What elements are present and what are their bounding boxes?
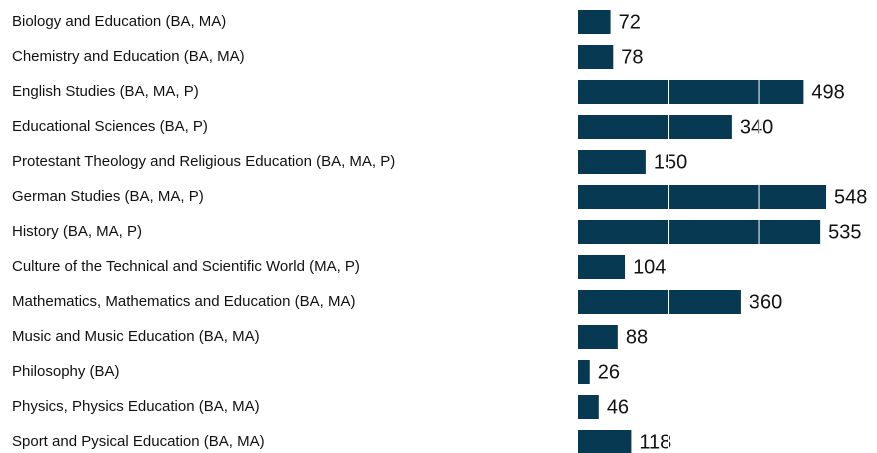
value-label: 360 <box>749 291 782 313</box>
bar <box>578 10 611 34</box>
value-label: 26 <box>598 361 620 383</box>
category-label: Philosophy (BA) <box>12 363 120 380</box>
value-label: 498 <box>811 81 844 103</box>
bar <box>578 430 632 453</box>
value-label: 340 <box>740 116 773 138</box>
value-label: 150 <box>654 151 687 173</box>
bar <box>578 80 804 104</box>
category-label: English Studies (BA, MA, P) <box>12 83 199 100</box>
bar <box>578 255 626 279</box>
bar <box>578 45 614 69</box>
value-label: 118 <box>639 431 671 453</box>
bar <box>578 185 827 209</box>
category-label: Protestant Theology and Religious Educat… <box>12 153 395 170</box>
value-label: 548 <box>834 186 867 208</box>
bar <box>578 220 821 244</box>
value-label: 104 <box>633 256 666 278</box>
bar <box>578 290 741 314</box>
category-label: Mathematics, Mathematics and Education (… <box>12 293 355 310</box>
bar <box>578 395 599 419</box>
value-label: 88 <box>626 326 648 348</box>
category-label: Physics, Physics Education (BA, MA) <box>12 398 260 415</box>
category-label: Educational Sciences (BA, P) <box>12 118 208 135</box>
value-label: 535 <box>828 221 861 243</box>
category-label: Sport and Pysical Education (BA, MA) <box>12 433 265 450</box>
value-label: 72 <box>619 11 641 33</box>
bar <box>578 360 590 384</box>
value-label: 46 <box>607 396 629 418</box>
category-label: Culture of the Technical and Scientific … <box>12 258 360 275</box>
category-label: History (BA, MA, P) <box>12 223 142 240</box>
bar <box>578 325 618 349</box>
category-label: German Studies (BA, MA, P) <box>12 188 204 205</box>
bar <box>578 150 646 174</box>
value-label: 78 <box>621 46 643 68</box>
category-label: Biology and Education (BA, MA) <box>12 13 226 30</box>
category-label: Chemistry and Education (BA, MA) <box>12 48 245 65</box>
bar <box>578 115 732 139</box>
category-label: Music and Music Education (BA, MA) <box>12 328 260 345</box>
